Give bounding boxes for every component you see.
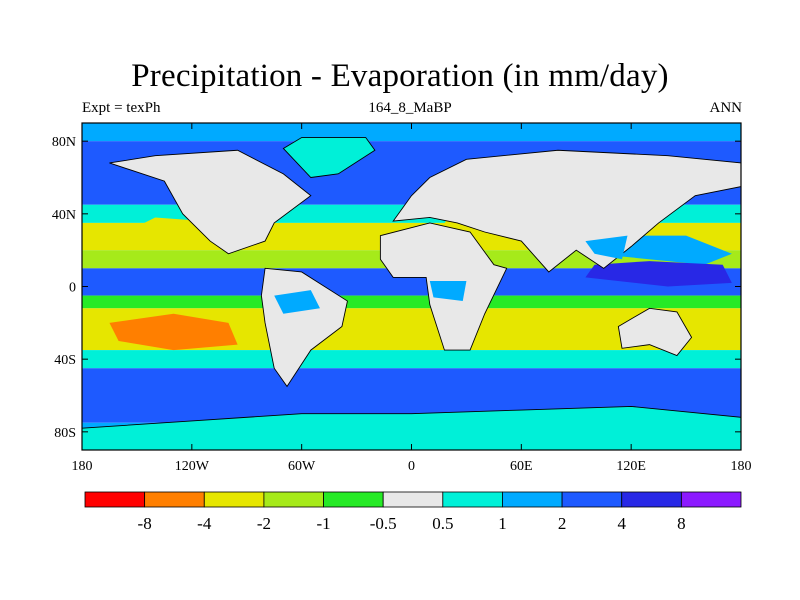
colorbar-level-label: 0.5 — [432, 514, 453, 533]
y-tick-label: 80S — [54, 426, 76, 441]
field-patch-warm-pool — [585, 261, 732, 287]
x-tick-label: 60W — [288, 459, 316, 474]
zonal-band-7 — [82, 295, 741, 309]
colorbar-level-label: -8 — [138, 514, 152, 533]
zonal-band-0 — [82, 123, 741, 142]
season-label: ANN — [709, 100, 743, 116]
colorbar-swatch — [621, 491, 682, 508]
colorbar-swatch — [382, 491, 444, 508]
x-tick-label: 180 — [731, 459, 752, 474]
colorbar-level-label: -0.5 — [370, 514, 397, 533]
continent-outlines — [81, 137, 742, 451]
x-tick-label: 180 — [72, 459, 93, 474]
field-patch-3 — [347, 313, 430, 345]
colorbar-swatch — [263, 491, 324, 508]
period-label: 164_8_MaBP — [368, 100, 452, 116]
continent-eurasia — [392, 149, 742, 273]
colorbar-swatch — [442, 491, 503, 508]
colorbar-swatch — [144, 491, 205, 508]
x-tick-label: 60E — [510, 459, 533, 474]
continent-greenland — [282, 137, 376, 178]
y-tick-label: 40S — [54, 353, 76, 368]
x-tick-label: 120E — [616, 459, 646, 474]
wet-land-patch-0 — [274, 290, 320, 314]
colorbar-swatch — [203, 491, 265, 508]
zonal-band-9 — [82, 350, 741, 369]
map-axes: 180 120W 60W 0 60E 120E 180 80N 40N 0 40S 80S — [52, 123, 752, 474]
x-tick-label: 0 — [408, 459, 415, 474]
experiment-label: Expt = texPh — [82, 100, 161, 116]
colorbar-level-label: -2 — [257, 514, 271, 533]
field-patch-0 — [109, 313, 238, 351]
colorbar-level-label: 4 — [617, 514, 626, 533]
colorbar-level-label: 2 — [558, 514, 567, 533]
x-tick-label: 120W — [175, 459, 210, 474]
colorbar: -8 -4 -2 -1 -0.5 0.5 1 2 4 8 — [84, 491, 742, 533]
y-tick-label: 0 — [69, 281, 76, 296]
colorbar-swatch — [84, 491, 146, 508]
colorbar-level-label: -1 — [316, 514, 330, 533]
colorbar-swatch — [680, 491, 742, 508]
colorbar-level-label: 8 — [677, 514, 686, 533]
colorbar-swatch — [561, 491, 623, 508]
colorbar-level-label: 1 — [498, 514, 507, 533]
colorbar-swatch — [323, 491, 384, 508]
colorbar-level-label: -4 — [197, 514, 212, 533]
y-tick-label: 40N — [52, 208, 76, 223]
chart-title: Precipitation - Evaporation (in mm/day) — [131, 58, 669, 94]
wet-land-patch-1 — [429, 281, 467, 302]
colorbar-swatch — [502, 491, 563, 508]
wet-land-patch-2 — [585, 235, 628, 260]
y-tick-label: 80N — [52, 135, 76, 150]
continent-australia — [617, 307, 693, 357]
continent-north-america — [109, 149, 312, 255]
